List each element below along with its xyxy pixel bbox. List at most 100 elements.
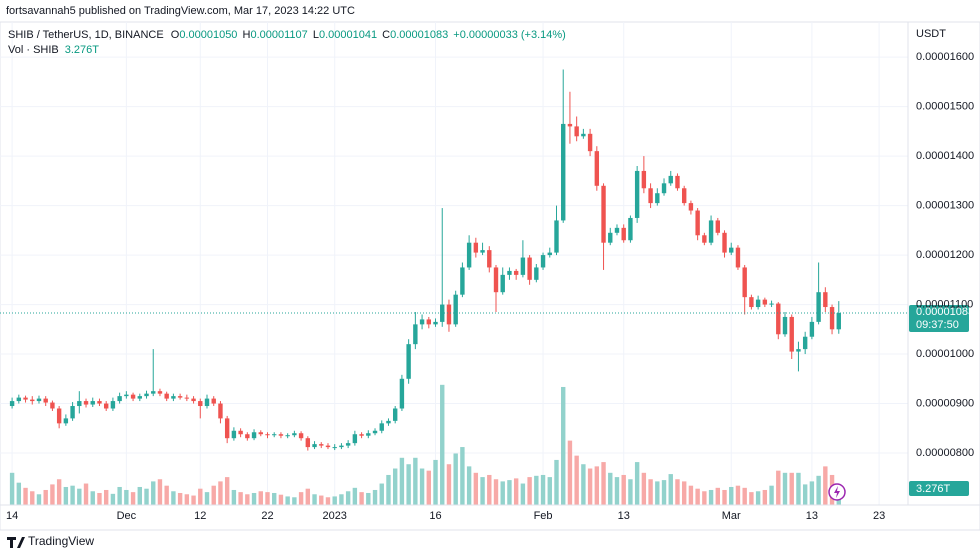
c-key: C <box>382 29 390 41</box>
volume-bar <box>265 492 270 505</box>
candle-body <box>601 185 606 243</box>
volume-bar <box>561 386 566 505</box>
candle-body <box>554 220 559 253</box>
volume-bar <box>601 462 606 505</box>
x-tick-label: 16 <box>429 510 441 522</box>
candle-body <box>386 420 391 424</box>
candle-body <box>43 398 48 403</box>
candle-body <box>30 399 35 402</box>
volume-bar <box>77 488 82 505</box>
volume-bar <box>285 496 290 505</box>
volume-bar <box>413 457 418 505</box>
candle-body <box>762 299 768 305</box>
volume-bar <box>16 482 22 505</box>
volume-bar <box>446 464 452 505</box>
brand: TradingView <box>28 534 94 548</box>
candle-body <box>231 430 237 439</box>
l-key: L <box>313 29 319 41</box>
candle-body <box>177 396 183 398</box>
candle-body <box>688 203 694 211</box>
volume-bar <box>742 487 747 505</box>
candle-body <box>285 435 290 437</box>
volume-bar <box>90 491 95 505</box>
symbol: SHIB / TetherUS, 1D, BINANCE <box>8 29 164 41</box>
volume-bar <box>406 464 411 505</box>
candle-body <box>332 447 337 449</box>
candle-body <box>776 303 781 335</box>
volume-bar <box>823 466 828 505</box>
y-tick-label: 0.00001300 <box>916 199 974 211</box>
volume-bar <box>399 457 405 505</box>
y-tick-label: 0.00000800 <box>916 447 974 459</box>
volume-bar <box>298 492 304 505</box>
candle-body <box>487 250 492 268</box>
volume-bar <box>614 477 620 505</box>
volume-bar <box>729 486 734 505</box>
volume-bar <box>352 487 358 505</box>
candle-body <box>540 255 546 268</box>
candles <box>0 69 908 451</box>
candle-body <box>796 349 801 352</box>
volume-bar <box>251 492 257 505</box>
candle-body <box>621 227 626 241</box>
candle-body <box>191 398 196 402</box>
candle-body <box>823 292 828 308</box>
candle-body <box>278 434 284 436</box>
y-tick-label: 0.00001500 <box>916 101 974 113</box>
volume-bar <box>433 459 438 505</box>
volume-bar <box>137 486 142 505</box>
volume-bar <box>231 489 237 505</box>
volume-bar <box>513 478 519 505</box>
c-value: 0.00001083 <box>390 29 448 41</box>
volume-bar <box>238 492 243 505</box>
volume-bar <box>157 479 163 505</box>
volume-bar <box>634 462 640 505</box>
candle-body <box>56 408 62 424</box>
volume-bar <box>520 483 526 505</box>
volume-bar <box>130 492 136 505</box>
volume-bar <box>789 472 794 505</box>
candle-body <box>816 292 821 322</box>
candle-body <box>366 433 371 436</box>
volume-bar <box>117 486 122 505</box>
candle-body <box>359 434 364 436</box>
candle-body <box>742 267 747 298</box>
volume-bar <box>641 472 647 505</box>
volume-bar <box>749 492 754 505</box>
candle-body <box>406 344 411 379</box>
volume-bar <box>681 481 687 505</box>
volume-bar <box>527 477 532 505</box>
candle-body <box>265 434 270 436</box>
candle-body <box>460 267 465 295</box>
volume-bar <box>540 474 546 505</box>
candle-body <box>608 232 613 243</box>
candle-body <box>379 423 384 431</box>
candle-body <box>735 247 741 268</box>
candle-body <box>836 312 841 330</box>
legend: SHIB / TetherUS, 1D, BINANCE O0.00001050… <box>8 29 566 41</box>
candle-body <box>513 270 519 275</box>
volume-bar <box>258 491 263 505</box>
volume-bar <box>211 485 216 505</box>
candle-body <box>258 432 263 435</box>
chart-frame <box>0 21 980 531</box>
candle-body <box>97 401 102 404</box>
volume-bar <box>325 497 331 505</box>
volume-bar <box>735 485 741 505</box>
volume-bar <box>332 496 337 505</box>
candle-body <box>802 336 808 350</box>
candle-body <box>63 418 69 424</box>
candle-body <box>292 433 297 436</box>
candle-body <box>399 378 405 409</box>
volume-bar <box>392 468 398 505</box>
volume-bar <box>547 477 552 505</box>
candle-body <box>130 394 136 399</box>
volume-title: Vol · SHIB <box>8 44 59 56</box>
candle-body <box>433 321 438 325</box>
volume-bar <box>419 468 425 505</box>
volume-bar <box>151 481 156 505</box>
candle-body <box>749 297 754 308</box>
candle-body <box>789 316 794 352</box>
volume-bar <box>198 488 203 505</box>
